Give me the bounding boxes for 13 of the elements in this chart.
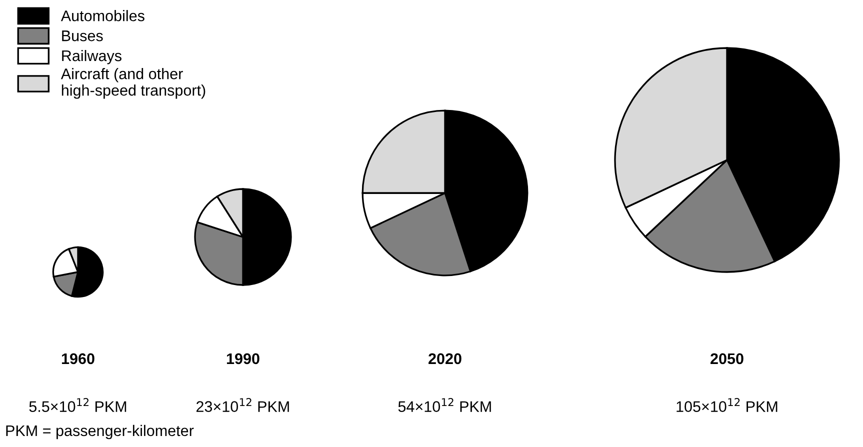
legend-label: Automobiles	[60, 10, 144, 22]
legend-label: Railways	[62, 50, 122, 64]
text: 2050	[710, 353, 744, 364]
text: 1990	[226, 353, 260, 364]
text: 1960	[62, 353, 94, 364]
text: 5.5×10$^{12}$ PKM	[29, 398, 126, 412]
text: 23×10$^{12}$ PKM	[196, 398, 289, 412]
text: 54×10$^{12}$ PKM	[398, 398, 491, 412]
text: 105×10$^{12}$ PKM	[676, 398, 778, 412]
legend-label: Aircraft (and other high-speed transport)	[60, 68, 206, 99]
legend-label: Buses	[62, 30, 103, 42]
text: 2020	[428, 353, 462, 364]
text: PKM = passenger-kilometer	[6, 424, 194, 440]
